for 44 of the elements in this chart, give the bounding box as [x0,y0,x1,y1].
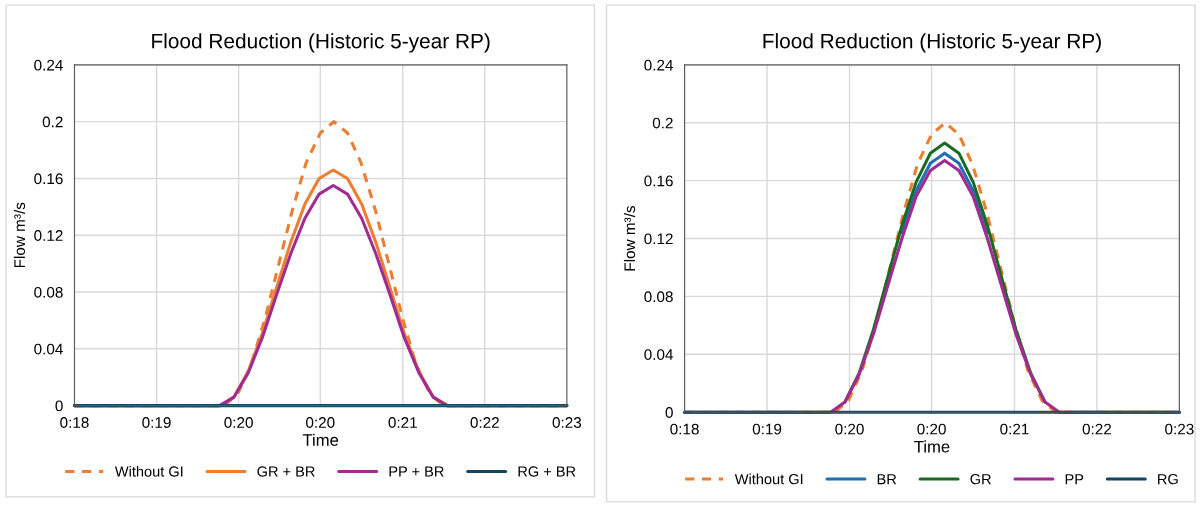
x-tick-label: 0:23 [1165,423,1194,435]
y-tick-label: 0.24 [644,59,674,71]
legend-label: PP + BR [389,466,444,477]
y-tick-label: 0.04 [34,343,63,355]
legend-label: PP [1065,474,1084,485]
x-tick-label: 0:19 [752,423,782,435]
legend-label: GR + BR [257,466,315,477]
x-tick-label: 0:22 [1082,423,1112,435]
legend-label: RG [1158,473,1178,485]
y-tick-label: 0.12 [644,233,673,245]
y-tick-label: 0.2 [652,117,673,129]
x-tick-label: 0:23 [552,417,582,428]
y-tick-label: 0.08 [644,291,673,303]
y-tick-label: 0.2 [42,116,63,128]
x-tick-label: 0:20 [224,417,253,428]
legend-label: GR [970,473,991,485]
x-tick-label: 0:20 [917,423,946,435]
line-series [900,151,989,235]
y-tick-label: 0.08 [34,286,63,298]
y-tick-label: 0.16 [34,173,63,185]
x-axis-title: Time [914,440,950,453]
y-tick-label: 0.16 [644,175,673,187]
x-tick-label: 0:21 [388,417,417,428]
y-tick-label: 0 [55,400,63,412]
y-tick-label: 0.04 [644,349,674,360]
x-tick-label: 0:21 [1000,423,1029,435]
y-tick-label: 0.12 [34,230,63,241]
y-tick-label: 0.24 [34,59,63,71]
y-tick-label: 0 [665,407,673,418]
chart-title: Flood Reduction (Historic 5-year RP) [763,33,1101,53]
x-tick-label: 0:22 [470,417,499,428]
x-tick-label: 0:18 [670,423,699,435]
y-axis-title: Flow m³/s [623,205,636,271]
legend-label: RG + BR [518,466,576,477]
x-axis-title: Time [302,433,339,446]
x-tick-label: 0:20 [306,417,335,428]
legend-label: Without GI [114,465,183,477]
legend-label: Without GI [734,473,803,485]
chart-title: Flood Reduction (Historic 5-year RP) [152,33,490,53]
x-tick-label: 0:20 [835,423,864,435]
x-tick-label: 0:19 [142,417,171,428]
legend-label: BR [877,474,897,485]
x-tick-label: 0:18 [60,417,89,428]
y-axis-title: Flow m³/s [13,202,26,268]
